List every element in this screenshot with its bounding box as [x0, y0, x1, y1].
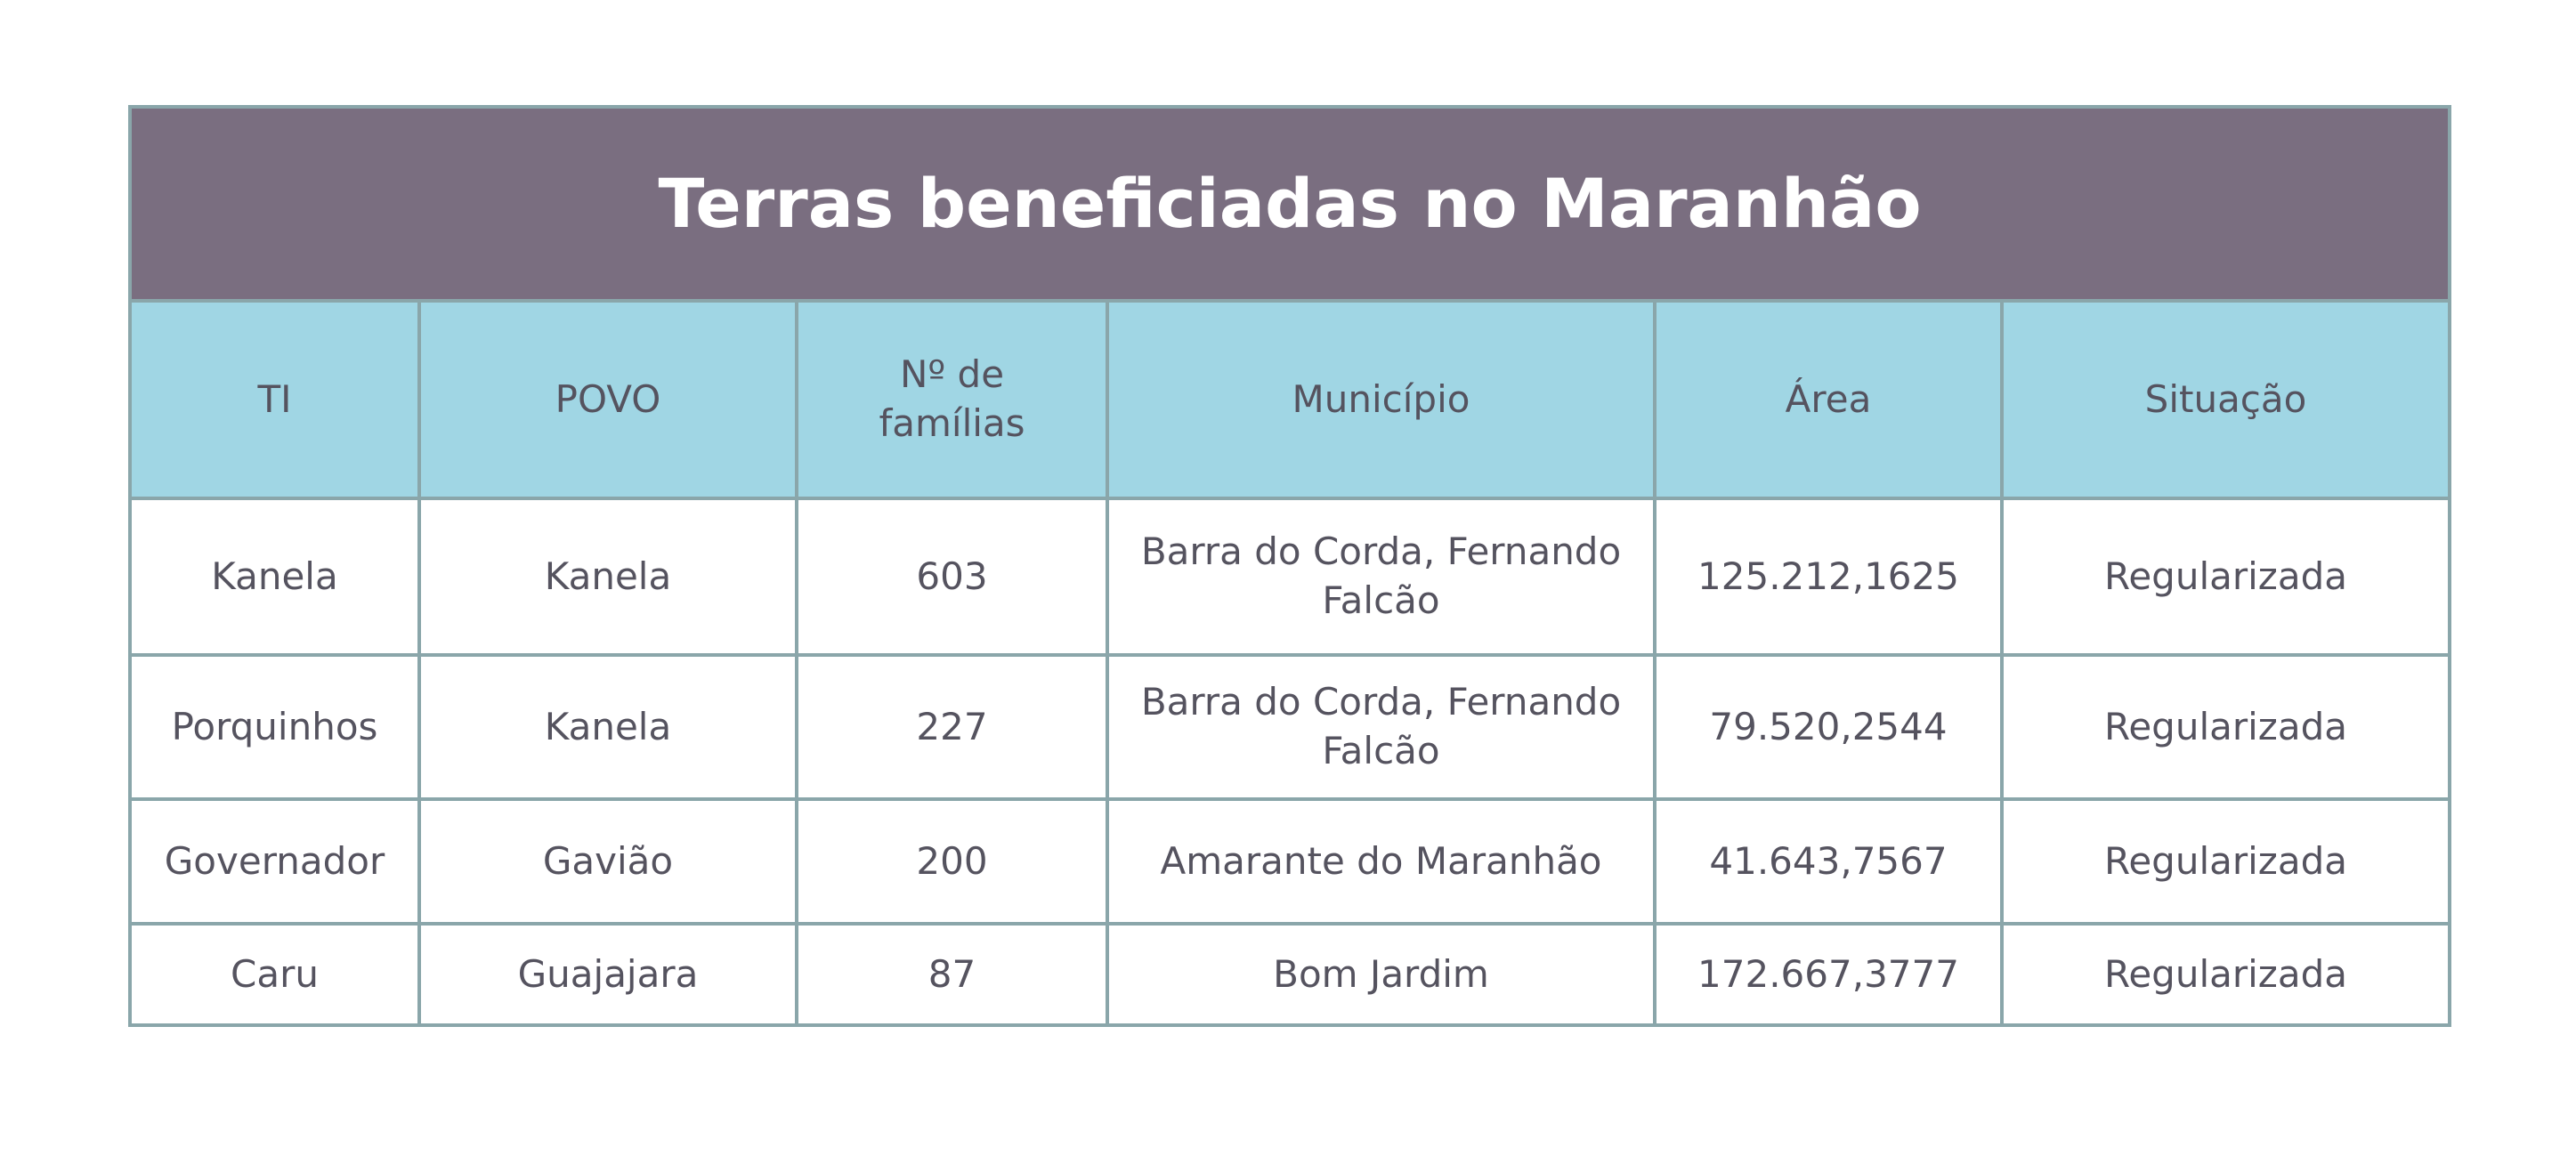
cell-familias: 200: [795, 797, 1109, 926]
cell-situacao: Regularizada: [1999, 922, 2452, 1027]
cell-povo: Guajajara: [417, 922, 798, 1027]
lands-table: Terras beneficiadas no Maranhão TI POVO …: [127, 105, 2452, 1027]
cell-familias: 227: [795, 653, 1109, 801]
cell-povo: Kanela: [417, 653, 798, 801]
cell-familias: 603: [795, 497, 1109, 657]
cell-municipio: Barra do Corda, Fernando Falcão: [1106, 653, 1657, 801]
column-header-area: Área: [1653, 299, 2004, 500]
header-row: TI POVO Nº de famílias Município Área Si…: [128, 299, 2452, 500]
cell-ti: Caru: [128, 922, 421, 1027]
cell-municipio: Barra do Corda, Fernando Falcão: [1106, 497, 1657, 657]
cell-ti: Kanela: [128, 497, 421, 657]
table-row: Caru Guajajara 87 Bom Jardim 172.667,377…: [128, 922, 2452, 1027]
cell-povo: Kanela: [417, 497, 798, 657]
column-header-povo: POVO: [417, 299, 798, 500]
cell-area: 125.212,1625: [1653, 497, 2004, 657]
table-row: Kanela Kanela 603 Barra do Corda, Fernan…: [128, 497, 2452, 657]
column-header-municipio: Município: [1106, 299, 1657, 500]
cell-municipio: Bom Jardim: [1106, 922, 1657, 1027]
cell-area: 172.667,3777: [1653, 922, 2004, 1027]
cell-ti: Porquinhos: [128, 653, 421, 801]
cell-municipio: Amarante do Maranhão: [1106, 797, 1657, 926]
cell-ti: Governador: [128, 797, 421, 926]
cell-familias: 87: [795, 922, 1109, 1027]
table-title: Terras beneficiadas no Maranhão: [127, 105, 2452, 303]
column-header-familias: Nº de famílias: [795, 299, 1109, 500]
cell-situacao: Regularizada: [1999, 653, 2452, 801]
cell-povo: Gavião: [417, 797, 798, 926]
cell-situacao: Regularizada: [1999, 497, 2452, 657]
cell-situacao: Regularizada: [1999, 797, 2452, 926]
column-header-ti: TI: [128, 299, 421, 500]
column-header-situacao: Situação: [1999, 299, 2452, 500]
table-row: Governador Gavião 200 Amarante do Maranh…: [128, 797, 2452, 926]
cell-area: 41.643,7567: [1653, 797, 2004, 926]
cell-area: 79.520,2544: [1653, 653, 2004, 801]
table-row: Porquinhos Kanela 227 Barra do Corda, Fe…: [128, 653, 2452, 801]
